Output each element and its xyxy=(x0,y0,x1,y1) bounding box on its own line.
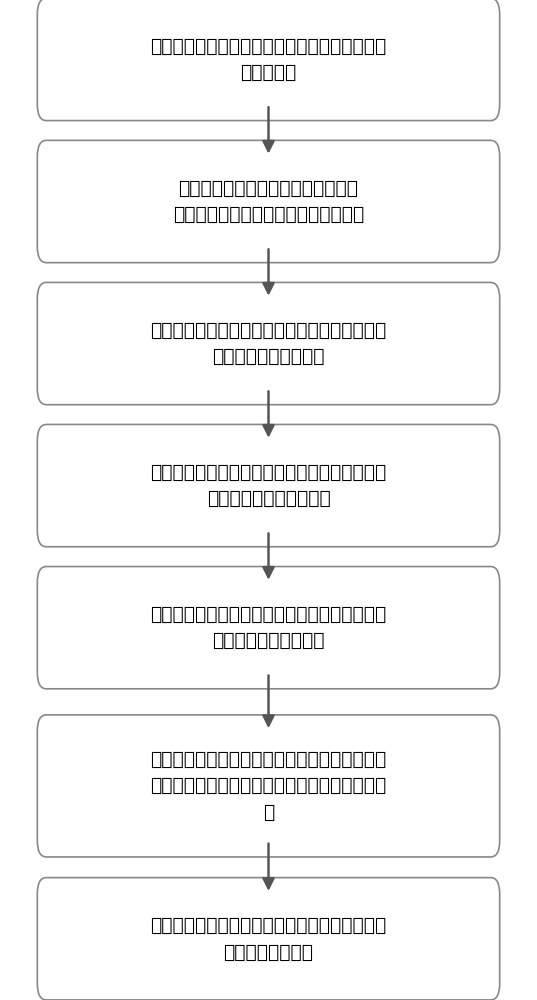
FancyBboxPatch shape xyxy=(37,715,500,857)
FancyBboxPatch shape xyxy=(37,282,500,405)
Text: 对实际与模拟示功图进行比较，确定本发明绘制
理论示功图方法的可行性: 对实际与模拟示功图进行比较，确定本发明绘制 理论示功图方法的可行性 xyxy=(150,463,387,508)
Text: 结合理论计算与实际监测振动波形，对该发明的
实际应用进行检验: 结合理论计算与实际监测振动波形，对该发明的 实际应用进行检验 xyxy=(150,916,387,962)
Text: 根据模拟示功图绘制往复压缩机运动部件受力状
态，确定理论的十字头销换向点与大头瓦受力状
态: 根据模拟示功图绘制往复压缩机运动部件受力状 态，确定理论的十字头销换向点与大头瓦… xyxy=(150,750,387,822)
FancyBboxPatch shape xyxy=(37,0,500,121)
Text: 进行连杆大小头瓦故障模拟实验，使用监测系统
获得故障下的振动信号: 进行连杆大小头瓦故障模拟实验，使用监测系统 获得故障下的振动信号 xyxy=(150,605,387,650)
FancyBboxPatch shape xyxy=(37,140,500,263)
FancyBboxPatch shape xyxy=(37,567,500,689)
Text: 选择实验用往复压缩机，获得该压缩机相关运行
与部件参数: 选择实验用往复压缩机，获得该压缩机相关运行 与部件参数 xyxy=(150,37,387,82)
FancyBboxPatch shape xyxy=(37,878,500,1000)
FancyBboxPatch shape xyxy=(37,424,500,547)
Text: 根据建立往复压缩各过程数学模型，
计算气缸内压力变化，绘制模拟示功图: 根据建立往复压缩各过程数学模型， 计算气缸内压力变化，绘制模拟示功图 xyxy=(173,179,364,224)
Text: 通过安装动态压力传感器，获得实际的气缸压力
曲线，绘制实际示功图: 通过安装动态压力传感器，获得实际的气缸压力 曲线，绘制实际示功图 xyxy=(150,321,387,366)
